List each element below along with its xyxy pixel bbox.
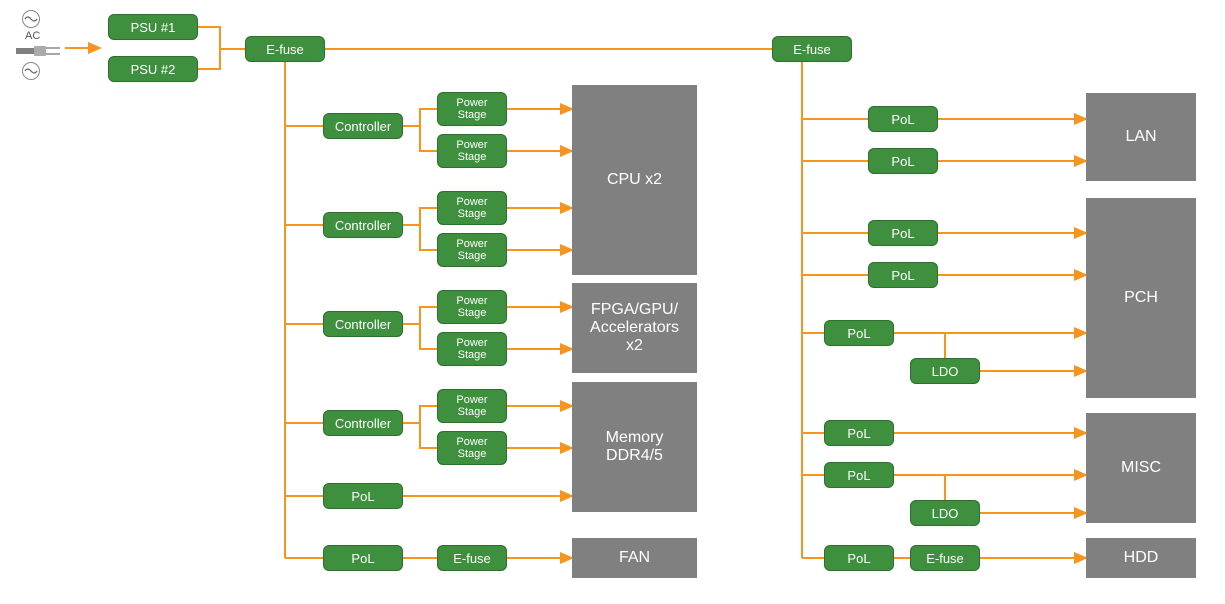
node-ps4b: Power Stage (437, 431, 507, 465)
node-pol_pch2: PoL (868, 262, 938, 288)
node-fan: FAN (572, 538, 697, 578)
ac-plug-icon (16, 44, 66, 62)
node-efuse_fan: E-fuse (437, 545, 507, 571)
ac-label: AC (25, 30, 40, 42)
node-psu1: PSU #1 (108, 14, 198, 40)
node-cpu: CPU x2 (572, 85, 697, 275)
node-pol_hdd: PoL (824, 545, 894, 571)
node-ctrl2: Controller (323, 212, 403, 238)
node-ps1b: Power Stage (437, 134, 507, 168)
node-pol_misc1: PoL (824, 420, 894, 446)
node-mem: Memory DDR4/5 (572, 382, 697, 512)
node-pol_pch3: PoL (824, 320, 894, 346)
node-pol_misc2: PoL (824, 462, 894, 488)
node-accel: FPGA/GPU/ Accelerators x2 (572, 283, 697, 373)
ac-source-icon-bottom (22, 62, 40, 80)
node-ctrl3: Controller (323, 311, 403, 337)
node-psu2: PSU #2 (108, 56, 198, 82)
node-pol_lan1: PoL (868, 106, 938, 132)
node-ps2b: Power Stage (437, 233, 507, 267)
node-efuse_hdd: E-fuse (910, 545, 980, 571)
node-ldo_pch: LDO (910, 358, 980, 384)
node-ps4a: Power Stage (437, 389, 507, 423)
node-pol_mem: PoL (323, 483, 403, 509)
node-efuse2: E-fuse (772, 36, 852, 62)
node-ps3a: Power Stage (437, 290, 507, 324)
node-ps2a: Power Stage (437, 191, 507, 225)
node-misc: MISC (1086, 413, 1196, 523)
node-pol_pch1: PoL (868, 220, 938, 246)
node-pol_lan2: PoL (868, 148, 938, 174)
node-ps3b: Power Stage (437, 332, 507, 366)
node-pch: PCH (1086, 198, 1196, 398)
node-ctrl4: Controller (323, 410, 403, 436)
node-lan: LAN (1086, 93, 1196, 181)
node-pol_fan: PoL (323, 545, 403, 571)
node-hdd: HDD (1086, 538, 1196, 578)
node-ldo_misc: LDO (910, 500, 980, 526)
node-ctrl1: Controller (323, 113, 403, 139)
node-efuse1: E-fuse (245, 36, 325, 62)
ac-source-icon-top (22, 10, 40, 28)
node-ps1a: Power Stage (437, 92, 507, 126)
